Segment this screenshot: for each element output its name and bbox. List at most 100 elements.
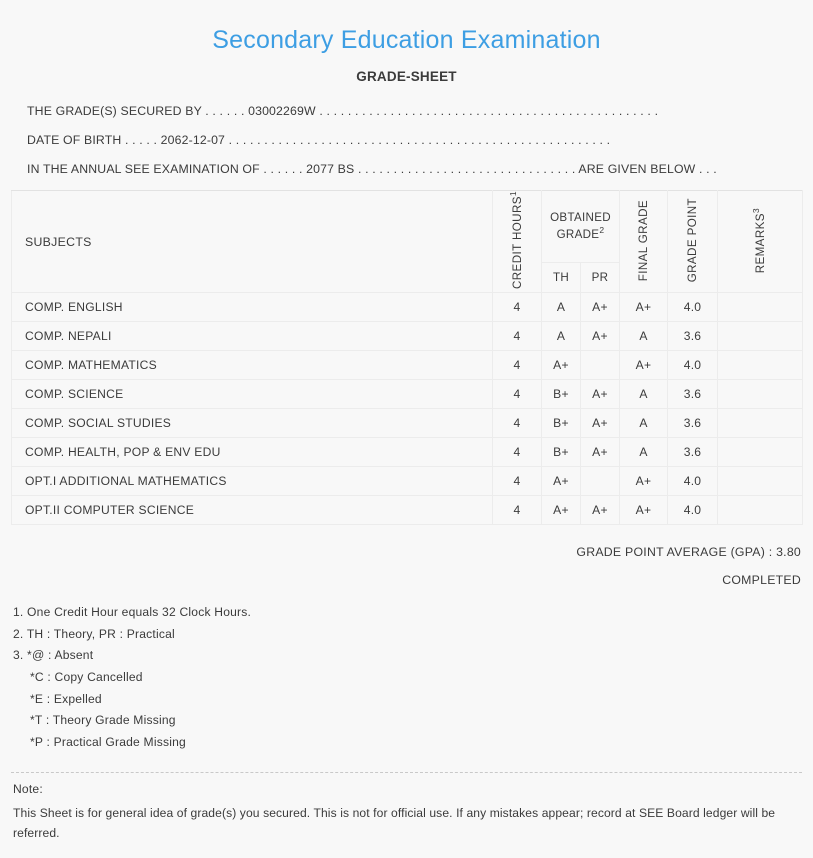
footnote-3-copy-cancelled: *C : Copy Cancelled (30, 670, 143, 685)
practical-grade-cell: A+ (580, 437, 620, 468)
footnote-2: 2. TH : Theory, PR : Practical (13, 626, 175, 641)
note-block: Note: This Sheet is for general idea of … (0, 773, 813, 844)
info-line-date-of-birth: DATE OF BIRTH . . . . . 2062-12-07 . . .… (27, 132, 611, 147)
info-line-symbol-number: THE GRADE(S) SECURED BY . . . . . . 0300… (27, 104, 659, 118)
practical-grade-cell: A+ (580, 321, 620, 352)
subject-cell: COMP. SOCIAL STUDIES (11, 408, 493, 439)
final-grade-cell: A (619, 408, 668, 439)
remarks-cell (717, 466, 803, 497)
footnote-3: 3. *@ : Absent (13, 648, 94, 663)
subject-cell: COMP. ENGLISH (11, 292, 493, 323)
credit-hours-cell: 4 (492, 350, 542, 381)
subject-cell: COMP. MATHEMATICS (11, 350, 493, 381)
final-grade-cell: A+ (619, 292, 668, 323)
grades-table: SUBJECTS CREDIT HOURS1 OBTAINED GRADE2 F… (11, 190, 803, 526)
footnote-1: 1. One Credit Hour equals 32 Clock Hours… (13, 605, 252, 620)
col-header-obtained-grade-label: OBTAINED GRADE (550, 210, 611, 241)
info-line-exam-year: IN THE ANNUAL SEE EXAMINATION OF . . . .… (27, 161, 717, 176)
final-grade-cell: A+ (619, 466, 668, 497)
footnote-3-practical-missing: *P : Practical Grade Missing (30, 734, 186, 749)
grade-point-cell: 4.0 (667, 350, 718, 381)
subject-cell: OPT.I ADDITIONAL MATHEMATICS (11, 466, 493, 497)
grade-point-cell: 4.0 (667, 466, 718, 497)
table-header-row: SUBJECTS CREDIT HOURS1 OBTAINED GRADE2 F… (11, 190, 803, 294)
table-row: COMP. MATHEMATICS 4 A+ A+ 4.0 (11, 350, 803, 381)
credit-hours-cell: 4 (492, 495, 542, 526)
grades-table-wrapper: SUBJECTS CREDIT HOURS1 OBTAINED GRADE2 F… (0, 190, 813, 526)
subject-cell: OPT.II COMPUTER SCIENCE (11, 495, 493, 526)
grade-point-cell: 3.6 (667, 437, 718, 468)
col-header-grade-point: GRADE POINT (667, 190, 718, 294)
final-grade-cell: A+ (619, 350, 668, 381)
practical-grade-cell: A+ (580, 292, 620, 323)
col-header-credit-hours: CREDIT HOURS1 (492, 190, 542, 294)
practical-grade-cell: A+ (580, 379, 620, 410)
credit-hours-cell: 4 (492, 321, 542, 352)
status-label: COMPLETED (722, 573, 801, 588)
col-header-final-grade: FINAL GRADE (619, 190, 668, 294)
table-row: COMP. SCIENCE 4 B+ A+ A 3.6 (11, 379, 803, 410)
table-row: COMP. SOCIAL STUDIES 4 B+ A+ A 3.6 (11, 408, 803, 439)
theory-grade-cell: A+ (541, 466, 581, 497)
grades-table-body: COMP. ENGLISH 4 A A+ A+ 4.0 COMP. NEPALI 4 A A+ A 3… (11, 292, 803, 526)
grade-point-cell: 3.6 (667, 408, 718, 439)
footnotes-block: 1. One Credit Hour equals 32 Clock Hours… (0, 605, 813, 750)
remarks-cell (717, 350, 803, 381)
grade-point-cell: 3.6 (667, 379, 718, 410)
credit-hours-cell: 4 (492, 408, 542, 439)
practical-grade-cell (580, 466, 620, 497)
col-header-remarks: REMARKS3 (717, 190, 803, 294)
grade-point-cell: 4.0 (667, 495, 718, 526)
practical-grade-cell (580, 350, 620, 381)
col-header-obtained-grade: OBTAINED GRADE2 (541, 190, 620, 263)
subject-cell: COMP. HEALTH, POP & ENV EDU (11, 437, 493, 468)
page-subtitle: GRADE-SHEET (356, 69, 457, 84)
practical-grade-cell: A+ (580, 408, 620, 439)
remarks-cell (717, 437, 803, 468)
credit-hours-cell: 4 (492, 379, 542, 410)
subject-cell: COMP. NEPALI (11, 321, 493, 352)
theory-grade-cell: A+ (541, 495, 581, 526)
table-row: COMP. HEALTH, POP & ENV EDU 4 B+ A+ A 3.6 (11, 437, 803, 468)
footnote-3-theory-missing: *T : Theory Grade Missing (30, 713, 176, 728)
remarks-cell (717, 379, 803, 410)
remarks-cell (717, 292, 803, 323)
final-grade-cell: A (619, 437, 668, 468)
col-header-pr: PR (580, 261, 620, 294)
table-row: OPT.I ADDITIONAL MATHEMATICS 4 A+ A+ 4.0 (11, 466, 803, 497)
note-divider (11, 772, 802, 773)
practical-grade-cell: A+ (580, 495, 620, 526)
credit-hours-cell: 4 (492, 437, 542, 468)
footnote-3-expelled: *E : Expelled (30, 691, 102, 706)
col-header-final-grade-label: FINAL GRADE (636, 199, 650, 281)
col-header-credit-hours-label: CREDIT HOURS1 (508, 191, 525, 290)
note-text: This Sheet is for general idea of grade(… (13, 806, 776, 840)
final-grade-cell: A (619, 321, 668, 352)
col-header-remarks-label: REMARKS3 (751, 207, 768, 273)
theory-grade-cell: B+ (541, 437, 581, 468)
theory-grade-cell: A (541, 321, 581, 352)
final-grade-cell: A (619, 379, 668, 410)
note-label: Note: (13, 782, 43, 796)
final-grade-cell: A+ (619, 495, 668, 526)
grade-point-cell: 4.0 (667, 292, 718, 323)
theory-grade-cell: B+ (541, 408, 581, 439)
remarks-cell (717, 495, 803, 526)
table-row: COMP. NEPALI 4 A A+ A 3.6 (11, 321, 803, 352)
credit-hours-cell: 4 (492, 292, 542, 323)
grade-point-cell: 3.6 (667, 321, 718, 352)
theory-grade-cell: A+ (541, 350, 581, 381)
theory-grade-cell: A (541, 292, 581, 323)
gpa-line: GRADE POINT AVERAGE (GPA) : 3.80 (576, 545, 801, 560)
table-row: COMP. ENGLISH 4 A A+ A+ 4.0 (11, 292, 803, 323)
col-header-grade-point-label: GRADE POINT (685, 198, 699, 283)
col-header-subjects: SUBJECTS (11, 190, 493, 294)
theory-grade-cell: B+ (541, 379, 581, 410)
subject-cell: COMP. SCIENCE (11, 379, 493, 410)
candidate-info-block: THE GRADE(S) SECURED BY . . . . . . 0300… (0, 104, 813, 176)
col-header-th: TH (541, 261, 581, 294)
page-title: Secondary Education Examination (212, 26, 601, 54)
table-row: OPT.II COMPUTER SCIENCE 4 A+ A+ A+ 4.0 (11, 495, 803, 526)
summary-block: GRADE POINT AVERAGE (GPA) : 3.80 COMPLET… (0, 545, 813, 587)
